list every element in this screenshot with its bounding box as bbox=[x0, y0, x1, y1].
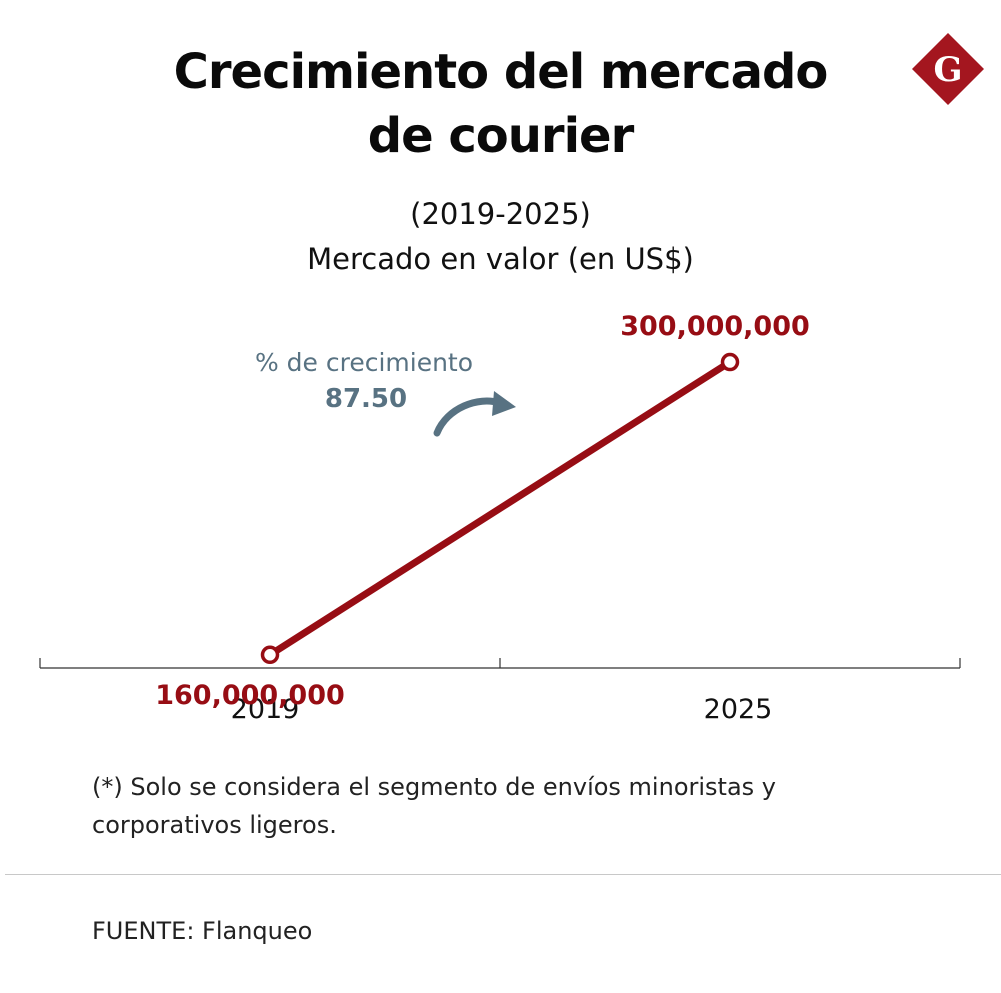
chart-subtitle: (2019-2025) Mercado en valor (en US$) bbox=[0, 192, 1001, 282]
logo-letter: G bbox=[933, 50, 962, 90]
data-label: 300,000,000 bbox=[620, 311, 810, 342]
curved-arrow-icon bbox=[433, 397, 504, 437]
data-point bbox=[720, 352, 740, 372]
title-line-2: de courier bbox=[367, 108, 635, 164]
brand-logo: G bbox=[912, 33, 984, 105]
x-tick-label: 2019 bbox=[231, 694, 300, 725]
x-tick-label: 2025 bbox=[704, 694, 773, 725]
line-chart: 2019 2025 % de crecimiento 87.50 160,000,… bbox=[39, 311, 961, 725]
annotation-label: % de crecimiento bbox=[255, 348, 473, 377]
title-line-1: Crecimiento del mercado bbox=[173, 44, 829, 100]
data-point bbox=[260, 645, 280, 665]
subtitle-unit: Mercado en valor (en US$) bbox=[307, 242, 694, 276]
footnote-line-1: (*) Solo se considera el segmento de env… bbox=[92, 773, 776, 801]
data-label: 160,000,000 bbox=[155, 680, 345, 711]
chart-title: Crecimiento del mercado de courier bbox=[0, 40, 1001, 168]
arrowhead-icon bbox=[492, 391, 516, 416]
annotation-value: 87.50 bbox=[325, 384, 407, 414]
x-axis: 2019 2025 bbox=[39, 658, 961, 725]
footnote-line-2: corporativos ligeros. bbox=[92, 811, 337, 839]
logo-diamond-shape bbox=[912, 33, 984, 105]
series-layer: 160,000,000 300,000,000 bbox=[155, 311, 810, 711]
growth-annotation: % de crecimiento 87.50 bbox=[255, 348, 516, 437]
source-credit: FUENTE: Flanqueo bbox=[92, 917, 313, 945]
footnote: (*) Solo se considera el segmento de env… bbox=[92, 768, 872, 844]
series-line bbox=[266, 358, 734, 659]
subtitle-years: (2019-2025) bbox=[410, 197, 591, 231]
footer-divider bbox=[5, 874, 1001, 875]
